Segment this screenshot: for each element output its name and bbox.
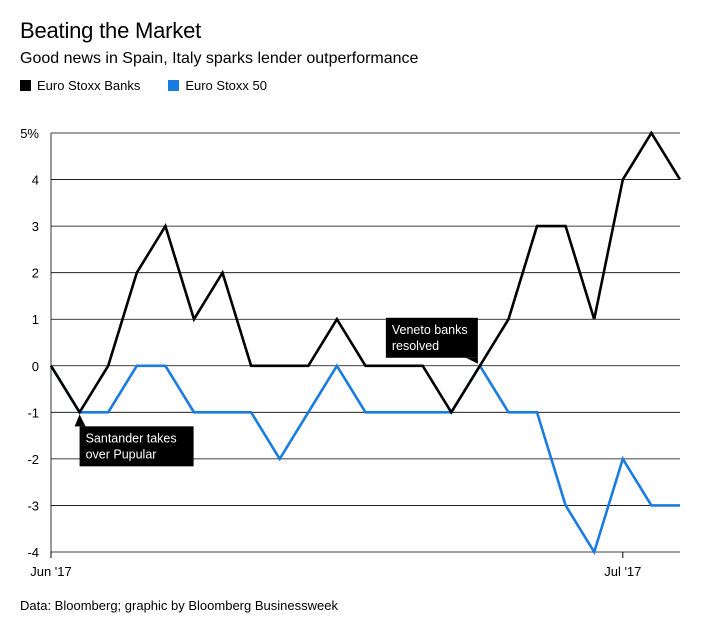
x-tick-label: Jun '17 xyxy=(30,564,72,579)
annotation-box xyxy=(385,317,478,358)
annotation-text: resolved xyxy=(392,339,439,353)
annotation-text: Santander takes xyxy=(86,431,177,445)
source-note: Data: Bloomberg; graphic by Bloomberg Bu… xyxy=(20,598,338,613)
y-tick-label: 3 xyxy=(32,219,39,234)
annotation-text: over Pupular xyxy=(86,447,157,461)
chart-title: Beating the Market xyxy=(20,18,202,43)
y-tick-label: -1 xyxy=(27,405,39,420)
y-tick-label: -2 xyxy=(27,452,39,467)
y-tick-label: -3 xyxy=(27,498,39,513)
legend-swatch-stoxx50 xyxy=(168,80,180,91)
legend-swatch-banks xyxy=(20,80,31,91)
annotation-pointer xyxy=(465,357,478,364)
y-tick-label: 1 xyxy=(32,312,39,327)
y-tick-label: 4 xyxy=(32,173,39,188)
y-tick-label: 5% xyxy=(20,126,39,141)
annotation-text: Veneto banks xyxy=(392,323,468,337)
y-tick-label: 0 xyxy=(32,359,39,374)
series-line-banks xyxy=(49,130,682,415)
legend-label-banks: Euro Stoxx Banks xyxy=(37,78,141,93)
chart-subtitle: Good news in Spain, Italy sparks lender … xyxy=(20,50,419,67)
annotation-pointer xyxy=(74,414,86,427)
x-tick-label: Jul '17 xyxy=(604,564,641,579)
y-tick-label: 2 xyxy=(32,266,39,281)
annotation-box xyxy=(79,426,194,467)
legend-item-banks: Euro Stoxx Banks xyxy=(20,78,140,93)
legend: Euro Stoxx Banks Euro Stoxx 50 xyxy=(20,78,295,93)
legend-label-stoxx50: Euro Stoxx 50 xyxy=(185,78,267,93)
y-tick-label: -4 xyxy=(27,545,39,560)
legend-item-stoxx50: Euro Stoxx 50 xyxy=(168,78,267,93)
series-line-stoxx50 xyxy=(49,363,680,556)
